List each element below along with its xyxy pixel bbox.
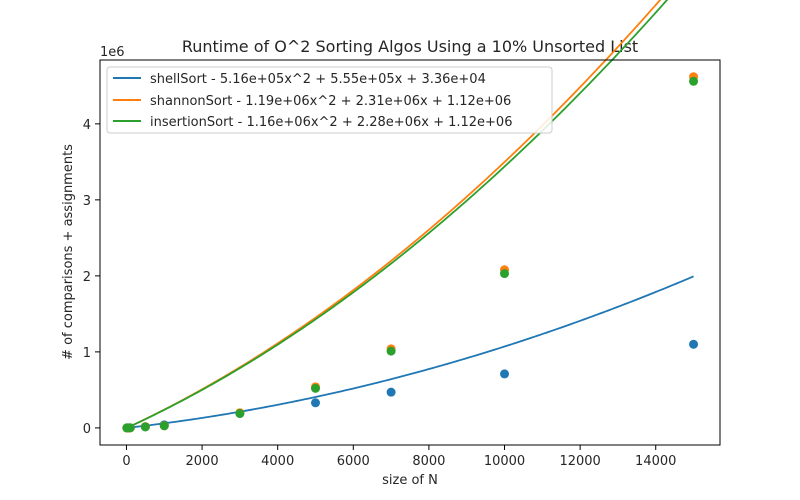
data-point-insertionsort xyxy=(159,421,169,431)
data-point-insertionsort xyxy=(386,346,396,356)
y-tick-label: 1 xyxy=(83,346,91,361)
y-offset-label: 1e6 xyxy=(100,45,125,60)
y-tick-label: 2 xyxy=(83,270,91,285)
fit-line-insertionsort xyxy=(126,0,669,429)
legend: shellSort - 5.16e+05x^2 + 5.55e+05x + 3.… xyxy=(106,66,553,134)
legend-label-shellsort: shellSort - 5.16e+05x^2 + 5.55e+05x + 3.… xyxy=(150,72,486,87)
legend-box xyxy=(106,66,553,134)
legend-label-insertionsort: insertionSort - 1.16e+06x^2 + 2.28e+06x … xyxy=(150,115,512,130)
x-tick-label: 2000 xyxy=(186,454,219,469)
data-point-insertionsort xyxy=(235,408,245,418)
plot-area xyxy=(122,0,699,433)
data-point-insertionsort xyxy=(500,269,510,279)
y-axis: 0 1 2 3 4 xyxy=(83,118,100,437)
data-point-shellsort xyxy=(310,398,320,408)
data-point-insertionsort xyxy=(140,422,150,432)
x-axis: 0 2000 4000 6000 8000 10000 12000 14000 xyxy=(122,445,676,469)
data-point-insertionsort xyxy=(310,383,320,393)
legend-label-shannonsort: shannonSort - 1.19e+06x^2 + 2.31e+06x + … xyxy=(150,94,511,109)
y-tick-label: 3 xyxy=(83,194,91,209)
x-tick-label: 14000 xyxy=(635,454,676,469)
data-point-shellsort xyxy=(689,339,699,349)
x-tick-label: 10000 xyxy=(484,454,525,469)
x-tick-label: 6000 xyxy=(337,454,370,469)
y-tick-label: 0 xyxy=(83,422,91,437)
chart-title: Runtime of O^2 Sorting Algos Using a 10%… xyxy=(182,37,638,56)
x-tick-label: 0 xyxy=(122,454,130,469)
x-tick-label: 12000 xyxy=(559,454,600,469)
x-tick-label: 8000 xyxy=(412,454,445,469)
y-axis-label: # of comparisons + assignments xyxy=(61,144,76,360)
y-tick-label: 4 xyxy=(83,118,91,133)
data-point-insertionsort xyxy=(689,76,699,86)
fit-line-shellsort xyxy=(126,275,694,429)
x-axis-label: size of N xyxy=(382,473,438,488)
x-tick-label: 4000 xyxy=(261,454,294,469)
data-point-shellsort xyxy=(386,387,396,397)
axes-frame xyxy=(99,59,721,446)
data-point-insertionsort xyxy=(125,423,135,433)
data-point-shellsort xyxy=(500,369,510,379)
